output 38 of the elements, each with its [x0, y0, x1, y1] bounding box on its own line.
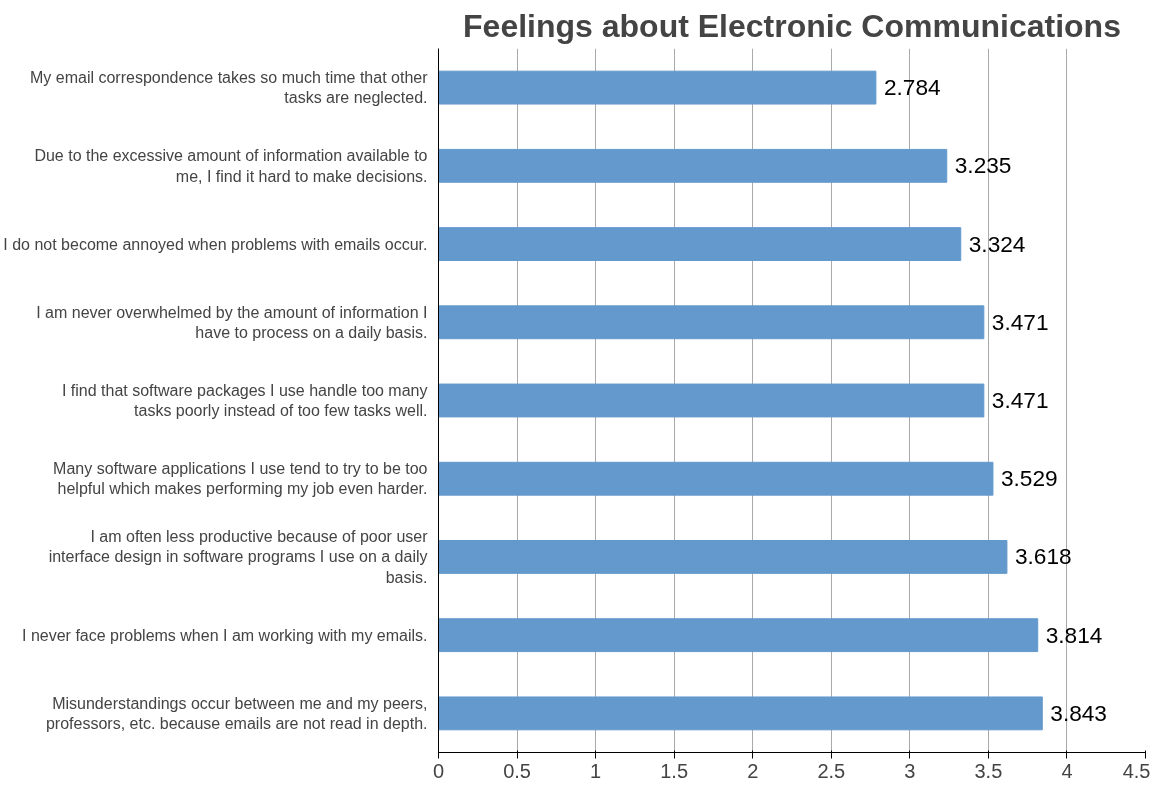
x-tick-label: 4.5: [1122, 759, 1151, 782]
y-tick-label: Many software applications I use tend to try to be too helpful which makes performing my job even harder.: [53, 460, 428, 498]
bar: [438, 696, 1043, 731]
y-tick-label: Due to the excessive amount of information available to me, I find it hard to make decisions.: [34, 147, 428, 185]
bar: [438, 227, 962, 261]
x-tick-label: 0: [432, 759, 445, 782]
y-tick-label: My email correspondence takes so much time that other tasks are neglected.: [29, 68, 429, 107]
bar: [438, 461, 994, 496]
data-label: 3.471: [991, 308, 1049, 335]
x-tick-label: 3.5: [974, 759, 1003, 782]
bar: [438, 618, 1039, 653]
data-label: 3.324: [968, 230, 1026, 257]
y-tick-label: I am never overwhelmed by the amount of information I have to process on a daily basis.: [36, 303, 428, 341]
x-tick-label: 4: [1061, 759, 1073, 782]
bar: [438, 383, 985, 418]
data-label: 3.814: [1045, 621, 1103, 648]
y-tick-label: Misunderstandings occur between me and my peers, professors, etc. because emails are not read in depth.: [45, 694, 428, 733]
y-tick-label: I find that software packages I use handle too many tasks poorly instead of too few tasks well.: [61, 381, 428, 420]
x-tick-label: 1.5: [660, 759, 689, 782]
bar: [438, 70, 877, 105]
x-tick-label: 0.5: [503, 759, 531, 782]
bar: [438, 148, 948, 183]
data-label: 3.618: [1014, 543, 1072, 570]
x-tick-label: 3: [904, 759, 916, 782]
data-label: 3.529: [1000, 465, 1058, 492]
y-tick-label: I never face problems when I am working with my emails.: [22, 626, 428, 644]
data-label: 3.471: [991, 387, 1049, 413]
x-tick-label: 2: [747, 759, 759, 782]
y-tick-label: I am often less productive because of poor user interface design in software programs I use on a daily basis.: [48, 528, 429, 586]
x-tick-label: 1: [590, 759, 602, 782]
data-label: 2.784: [883, 74, 941, 101]
bar: [438, 305, 985, 340]
chart-title: Feelings about Electronic Communications: [463, 7, 1121, 44]
x-tick-label: 2.5: [817, 759, 846, 782]
bar: [438, 540, 1008, 574]
data-label: 3.843: [1050, 699, 1107, 726]
data-label: 3.235: [954, 152, 1012, 179]
y-tick-label: I do not become annoyed when problems with emails occur.: [3, 235, 428, 253]
